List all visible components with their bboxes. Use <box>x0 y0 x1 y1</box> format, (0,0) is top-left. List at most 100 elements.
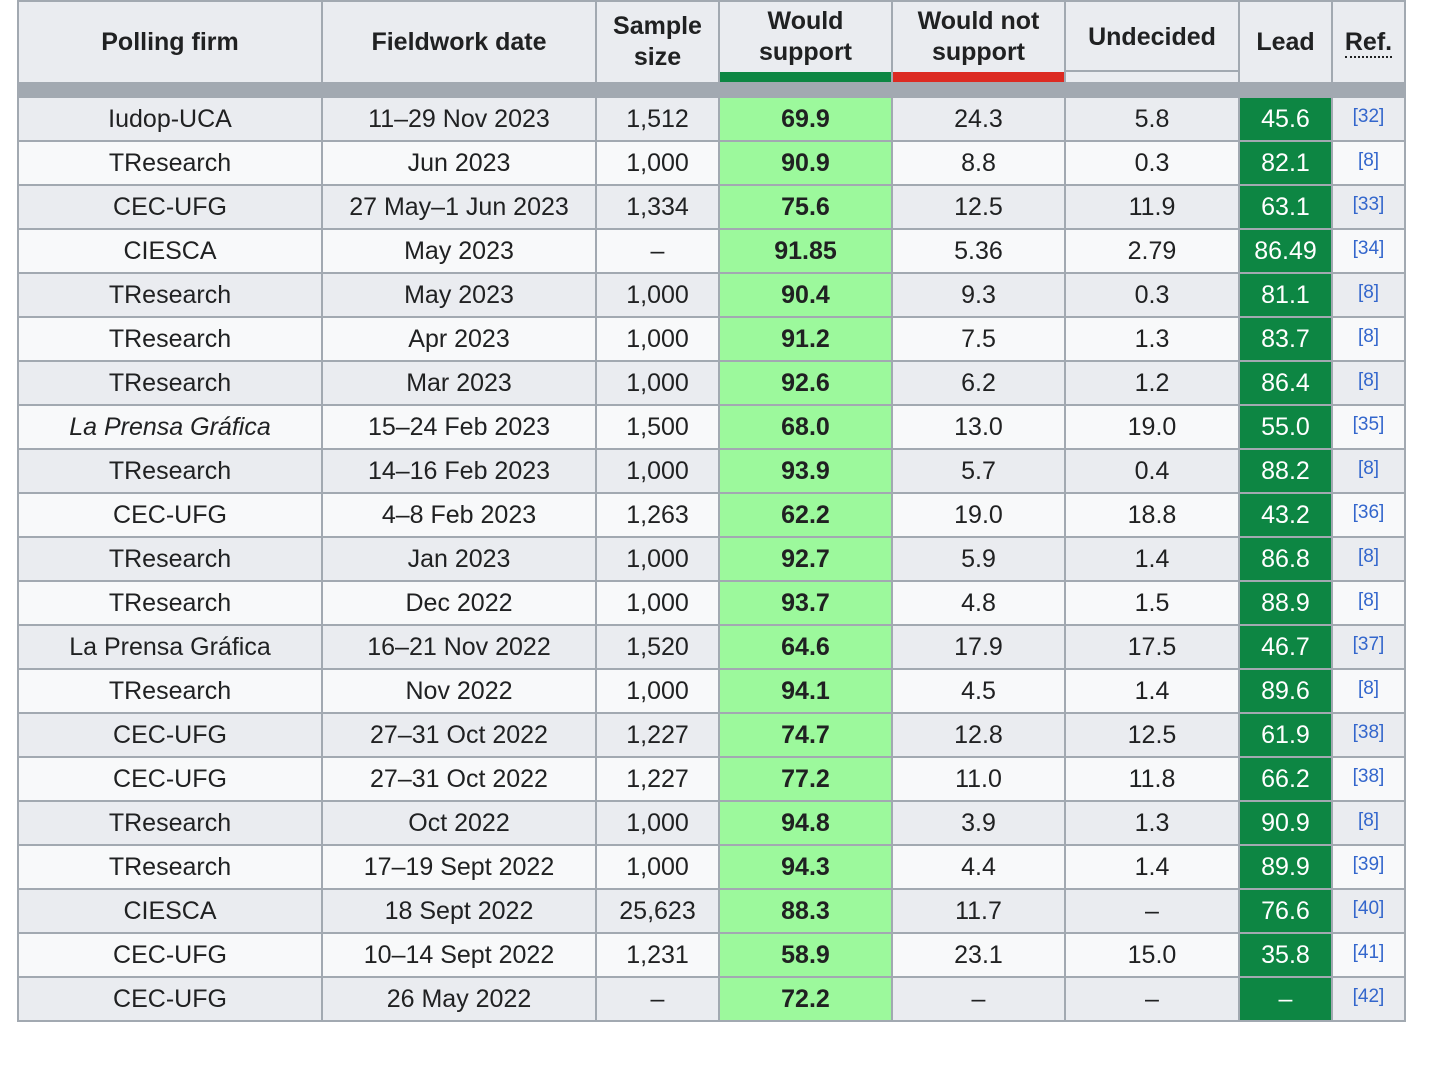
cell-fieldwork-date-text: 16–21 Nov 2022 <box>367 633 551 661</box>
cell-ref[interactable]: [41] <box>1331 932 1406 978</box>
cell-ref-text[interactable]: [8] <box>1357 546 1380 567</box>
cell-fieldwork-date-text: Jan 2023 <box>407 545 511 573</box>
cell-sample-size-text: 1,263 <box>626 501 689 529</box>
cell-ref-text[interactable]: [8] <box>1357 458 1380 479</box>
cell-undecided: 1.2 <box>1064 360 1240 406</box>
cell-ref-text[interactable]: [8] <box>1357 326 1380 347</box>
cell-lead: 81.1 <box>1238 272 1333 318</box>
cell-lead: 83.7 <box>1238 316 1333 362</box>
cell-ref-text[interactable]: [8] <box>1357 678 1380 699</box>
header-fieldwork-date: Fieldwork date <box>321 0 597 84</box>
cell-would-support: 77.2 <box>718 756 893 802</box>
cell-would-not-support: 19.0 <box>891 492 1066 538</box>
cell-would-support: 92.7 <box>718 536 893 582</box>
cell-polling-firm: TResearch <box>17 800 323 846</box>
header-lead: Lead <box>1238 0 1333 84</box>
cell-would-not-support-text: 4.5 <box>961 677 996 705</box>
cell-ref[interactable]: [8] <box>1331 140 1406 186</box>
cell-lead-text: 83.7 <box>1261 325 1310 353</box>
cell-ref-text[interactable]: [8] <box>1357 370 1380 391</box>
cell-ref[interactable]: [8] <box>1331 536 1406 582</box>
cell-polling-firm-text: La Prensa Gráfica <box>69 633 271 661</box>
cell-sample-size: 1,231 <box>595 932 720 978</box>
cell-undecided-text: 12.5 <box>1127 721 1177 749</box>
cell-fieldwork-date: Apr 2023 <box>321 316 597 362</box>
cell-ref[interactable]: [8] <box>1331 668 1406 714</box>
cell-sample-size-text: 1,227 <box>626 765 689 793</box>
cell-undecided: 5.8 <box>1064 96 1240 142</box>
cell-polling-firm: CEC-UFG <box>17 976 323 1022</box>
cell-undecided-text: 18.8 <box>1127 501 1177 529</box>
cell-ref[interactable]: [35] <box>1331 404 1406 450</box>
cell-fieldwork-date: 11–29 Nov 2023 <box>321 96 597 142</box>
cell-polling-firm-text: TResearch <box>108 853 232 881</box>
cell-polling-firm: TResearch <box>17 316 323 362</box>
cell-ref-text[interactable]: [39] <box>1352 854 1385 875</box>
cell-ref[interactable]: [8] <box>1331 360 1406 406</box>
cell-sample-size-text: – <box>650 985 665 1013</box>
cell-would-not-support: 11.0 <box>891 756 1066 802</box>
cell-ref[interactable]: [8] <box>1331 580 1406 626</box>
cell-would-not-support-text: 12.8 <box>954 721 1003 749</box>
cell-ref-text[interactable]: [36] <box>1352 502 1385 523</box>
header-undecided-label: Undecided <box>1088 22 1216 51</box>
cell-ref[interactable]: [40] <box>1331 888 1406 934</box>
cell-ref[interactable]: [8] <box>1331 448 1406 494</box>
cell-ref[interactable]: [34] <box>1331 228 1406 274</box>
cell-would-not-support-text: 19.0 <box>954 501 1003 529</box>
cell-ref[interactable]: [42] <box>1331 976 1406 1022</box>
cell-undecided-text: – <box>1145 897 1159 925</box>
cell-fieldwork-date-text: May 2023 <box>404 281 514 309</box>
header-ref[interactable]: Ref. <box>1331 0 1406 84</box>
cell-ref[interactable]: [36] <box>1331 492 1406 538</box>
cell-ref-text[interactable]: [8] <box>1357 590 1380 611</box>
cell-ref-text[interactable]: [41] <box>1352 942 1385 963</box>
cell-fieldwork-date-text: 18 Sept 2022 <box>384 897 534 925</box>
cell-fieldwork-date: 27–31 Oct 2022 <box>321 756 597 802</box>
cell-ref-text[interactable]: [38] <box>1352 766 1385 787</box>
cell-ref-text[interactable]: [35] <box>1352 414 1385 435</box>
cell-ref[interactable]: [32] <box>1331 96 1406 142</box>
cell-would-support-text: 93.7 <box>781 589 830 617</box>
cell-ref-text[interactable]: [37] <box>1352 634 1385 655</box>
cell-undecided-text: 11.8 <box>1128 765 1176 793</box>
cell-fieldwork-date-text: 27–31 Oct 2022 <box>370 765 548 793</box>
cell-undecided-text: 5.8 <box>1134 105 1170 133</box>
cell-undecided-text: 11.9 <box>1128 193 1176 221</box>
cell-ref-text[interactable]: [32] <box>1352 106 1385 127</box>
cell-sample-size: 1,000 <box>595 448 720 494</box>
cell-ref-text[interactable]: [42] <box>1352 986 1385 1007</box>
cell-ref-text[interactable]: [8] <box>1357 150 1380 171</box>
cell-ref[interactable]: [8] <box>1331 316 1406 362</box>
cell-ref-text[interactable]: [38] <box>1352 722 1385 743</box>
table-row: TResearch Jan 2023 1,000 92.7 5.9 1.4 86.8 [8] <box>17 536 1406 582</box>
cell-ref-text[interactable]: [33] <box>1352 194 1385 215</box>
cell-undecided: 18.8 <box>1064 492 1240 538</box>
ref-abbr[interactable]: Ref. <box>1344 27 1393 58</box>
cell-ref-text[interactable]: [40] <box>1352 898 1385 919</box>
cell-lead: 61.9 <box>1238 712 1333 758</box>
table-row: CEC-UFG 27–31 Oct 2022 1,227 74.7 12.8 12.5 61… <box>17 712 1406 758</box>
cell-would-not-support: 5.36 <box>891 228 1066 274</box>
cell-would-support-text: 94.3 <box>781 853 830 881</box>
cell-ref[interactable]: [39] <box>1331 844 1406 890</box>
header-sample-size: Sample size <box>595 0 720 84</box>
cell-polling-firm-text: TResearch <box>108 281 232 309</box>
cell-undecided: – <box>1064 976 1240 1022</box>
cell-ref[interactable]: [37] <box>1331 624 1406 670</box>
cell-lead: 88.2 <box>1238 448 1333 494</box>
cell-undecided-text: 1.3 <box>1134 325 1170 353</box>
cell-undecided: 17.5 <box>1064 624 1240 670</box>
cell-ref[interactable]: [8] <box>1331 800 1406 846</box>
cell-ref-text[interactable]: [34] <box>1352 238 1385 259</box>
cell-ref[interactable]: [38] <box>1331 756 1406 802</box>
cell-ref[interactable]: [8] <box>1331 272 1406 318</box>
cell-polling-firm: TResearch <box>17 536 323 582</box>
cell-ref[interactable]: [38] <box>1331 712 1406 758</box>
cell-ref-text[interactable]: [8] <box>1357 282 1380 303</box>
cell-ref-text[interactable]: [8] <box>1357 810 1380 831</box>
cell-would-not-support-text: 5.9 <box>961 545 996 573</box>
cell-sample-size-text: 1,231 <box>626 941 689 969</box>
cell-undecided-text: 19.0 <box>1127 413 1177 441</box>
cell-ref[interactable]: [33] <box>1331 184 1406 230</box>
